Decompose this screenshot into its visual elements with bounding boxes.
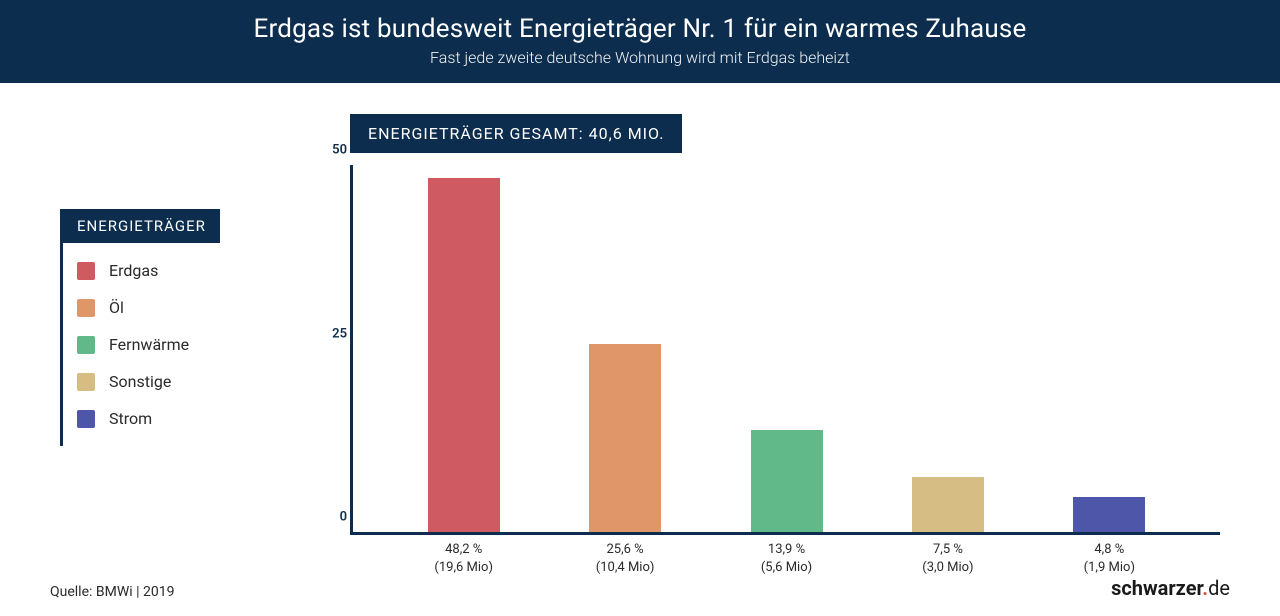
bars-container	[353, 165, 1220, 532]
infographic-root: Erdgas ist bundesweit Energieträger Nr. …	[0, 0, 1280, 615]
legend-item: Öl	[77, 298, 326, 317]
bar-strom	[1073, 497, 1145, 532]
brand-main: schwarzer	[1111, 576, 1202, 600]
bar-slot	[383, 165, 544, 532]
source-text: Quelle: BMWi | 2019	[50, 584, 174, 600]
bar-slot	[1029, 165, 1190, 532]
legend-label: Strom	[109, 409, 152, 428]
chart: ENERGIETRÄGER GESAMT: 40,6 MIO. 50 25 0 …	[340, 114, 1220, 576]
legend-label: Sonstige	[109, 372, 171, 391]
x-label-pct: 4,8 %	[1029, 541, 1190, 559]
y-tick: 25	[332, 326, 347, 341]
y-tick: 50	[332, 143, 347, 158]
legend-swatch	[77, 373, 95, 391]
legend-swatch	[77, 299, 95, 317]
x-label-pct: 7,5 %	[867, 541, 1028, 559]
legend-item: Fernwärme	[77, 335, 326, 354]
x-label-pct: 13,9 %	[706, 541, 867, 559]
bar-slot	[544, 165, 705, 532]
legend-label: Öl	[109, 298, 124, 317]
x-label-abs: (5,6 Mio)	[706, 559, 867, 577]
x-label-abs: (3,0 Mio)	[867, 559, 1028, 577]
x-label-abs: (1,9 Mio)	[1029, 559, 1190, 577]
x-label-pct: 25,6 %	[544, 541, 705, 559]
x-label-abs: (19,6 Mio)	[383, 559, 544, 577]
chart-title: ENERGIETRÄGER GESAMT: 40,6 MIO.	[350, 114, 682, 153]
page-subtitle: Fast jede zweite deutsche Wohnung wird m…	[0, 48, 1280, 67]
x-label-pct: 48,2 %	[383, 541, 544, 559]
x-label: 48,2 % (19,6 Mio)	[383, 541, 544, 576]
legend-item: Strom	[77, 409, 326, 428]
footer: Quelle: BMWi | 2019 schwarzer.de	[0, 576, 1280, 616]
body: ENERGIETRÄGER Erdgas Öl Fernwärme Sonsti…	[0, 84, 1280, 576]
legend-swatch	[77, 410, 95, 428]
y-tick: 0	[340, 510, 347, 525]
legend: ENERGIETRÄGER Erdgas Öl Fernwärme Sonsti…	[60, 114, 340, 576]
brand-suffix: de	[1208, 576, 1230, 600]
legend-label: Fernwärme	[109, 335, 189, 354]
legend-swatch	[77, 336, 95, 354]
page-title: Erdgas ist bundesweit Energieträger Nr. …	[0, 14, 1280, 44]
legend-items: Erdgas Öl Fernwärme Sonstige Strom	[60, 243, 340, 446]
x-label: 7,5 % (3,0 Mio)	[867, 541, 1028, 576]
bar-sonstige	[912, 477, 984, 532]
chart-plot: 50 25 0	[350, 165, 1220, 535]
brand-logo: schwarzer.de	[1111, 576, 1230, 600]
bar-oel	[589, 344, 661, 532]
bar-slot	[706, 165, 867, 532]
bar-fernwaerme	[751, 430, 823, 532]
legend-label: Erdgas	[109, 261, 158, 280]
header: Erdgas ist bundesweit Energieträger Nr. …	[0, 0, 1280, 84]
legend-item: Sonstige	[77, 372, 326, 391]
x-label: 25,6 % (10,4 Mio)	[544, 541, 705, 576]
x-label-abs: (10,4 Mio)	[544, 559, 705, 577]
legend-swatch	[77, 262, 95, 280]
x-label: 13,9 % (5,6 Mio)	[706, 541, 867, 576]
legend-item: Erdgas	[77, 261, 326, 280]
bar-slot	[867, 165, 1028, 532]
x-label: 4,8 % (1,9 Mio)	[1029, 541, 1190, 576]
bar-erdgas	[428, 178, 500, 532]
legend-title: ENERGIETRÄGER	[60, 209, 220, 243]
x-axis-labels: 48,2 % (19,6 Mio) 25,6 % (10,4 Mio) 13,9…	[353, 535, 1220, 576]
